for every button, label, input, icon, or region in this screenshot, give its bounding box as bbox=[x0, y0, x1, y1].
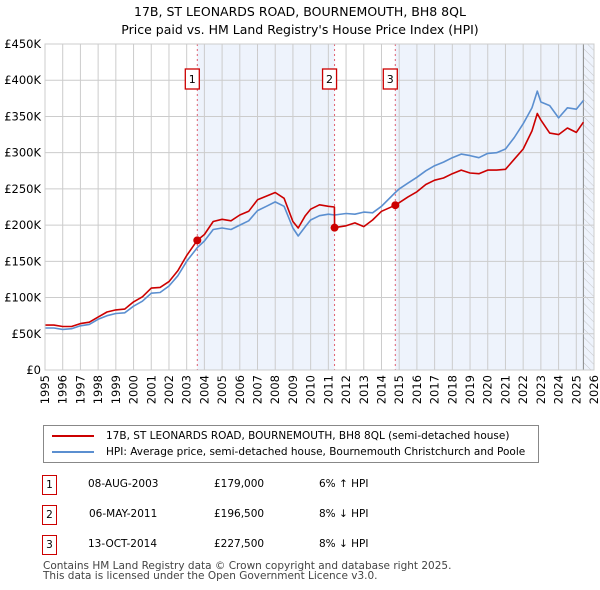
legend-item-property: 17B, ST LEONARDS ROAD, BOURNEMOUTH, BH8 … bbox=[52, 428, 509, 444]
legend-label-hpi: HPI: Average price, semi-detached house,… bbox=[106, 446, 526, 458]
sale-price: £179,000 bbox=[214, 478, 265, 490]
x-tick-label: 1995 bbox=[38, 375, 52, 404]
sale-hpi-diff: 8% ↓ HPI bbox=[319, 508, 369, 520]
sale-price: £227,500 bbox=[214, 538, 265, 550]
x-tick-label: 2004 bbox=[197, 375, 211, 404]
y-tick-label: £300K bbox=[4, 146, 41, 160]
sale-price: £196,500 bbox=[214, 508, 265, 520]
x-tick-label: 1998 bbox=[91, 375, 105, 404]
x-tick-label: 2010 bbox=[304, 375, 318, 404]
sale-label-box bbox=[382, 68, 398, 90]
footer: Contains HM Land Registry data © Crown c… bbox=[43, 560, 452, 582]
sale-point bbox=[193, 236, 202, 245]
sale-marker-box: 1 bbox=[42, 475, 57, 495]
shaded-period bbox=[395, 44, 594, 370]
sale-marker-box: 3 bbox=[42, 535, 57, 555]
x-tick-label: 2016 bbox=[410, 375, 424, 404]
x-tick-label: 2005 bbox=[215, 375, 229, 404]
x-tick-label: 2007 bbox=[251, 375, 265, 404]
chart-subtitle: Price paid vs. HM Land Registry's House … bbox=[121, 22, 479, 37]
y-tick-label: £400K bbox=[4, 73, 41, 87]
x-tick-label: 2023 bbox=[534, 375, 548, 404]
sale-hpi-diff: 8% ↓ HPI bbox=[319, 538, 369, 550]
footer-licence: This data is licensed under the Open Gov… bbox=[43, 570, 378, 582]
y-tick-label: £350K bbox=[4, 109, 41, 123]
hpi-line bbox=[45, 90, 585, 331]
sale-label: 3 bbox=[387, 73, 394, 86]
x-tick-label: 2008 bbox=[268, 375, 282, 404]
x-tick-label: 1999 bbox=[109, 375, 123, 404]
x-tick-label: 1996 bbox=[56, 375, 70, 404]
x-tick-label: 2009 bbox=[286, 375, 300, 404]
x-tick-label: 2022 bbox=[516, 375, 530, 404]
x-tick-label: 2011 bbox=[321, 375, 335, 404]
sale-point bbox=[391, 201, 400, 210]
x-tick-label: 2026 bbox=[587, 375, 600, 404]
sale-date: 13-OCT-2014 bbox=[88, 538, 157, 550]
x-tick-label: 2012 bbox=[339, 375, 353, 404]
sale-date: 08-AUG-2003 bbox=[88, 478, 159, 490]
y-tick-label: £100K bbox=[4, 291, 41, 305]
x-tick-label: 2019 bbox=[463, 375, 477, 404]
x-tick-label: 2013 bbox=[357, 375, 371, 404]
x-tick-label: 2020 bbox=[481, 375, 495, 404]
legend: 17B, ST LEONARDS ROAD, BOURNEMOUTH, BH8 … bbox=[43, 425, 539, 463]
sale-hpi-diff: 6% ↑ HPI bbox=[319, 478, 369, 490]
x-tick-label: 2018 bbox=[445, 375, 459, 404]
x-tick-label: 2014 bbox=[374, 375, 388, 404]
x-tick-label: 2025 bbox=[569, 375, 583, 404]
property-price-line bbox=[45, 112, 585, 328]
sale-marker-box: 2 bbox=[42, 505, 57, 525]
plot-frame bbox=[44, 43, 595, 371]
sale-label: 2 bbox=[326, 73, 333, 86]
legend-swatch-hpi bbox=[52, 451, 94, 453]
chart-title: 17B, ST LEONARDS ROAD, BOURNEMOUTH, BH8 … bbox=[134, 4, 466, 19]
legend-swatch-property bbox=[52, 435, 94, 437]
y-tick-label: £200K bbox=[4, 218, 41, 232]
y-tick-label: £0 bbox=[26, 363, 41, 377]
x-tick-label: 2002 bbox=[162, 375, 176, 404]
sale-label: 1 bbox=[189, 73, 196, 86]
x-tick-label: 2015 bbox=[392, 375, 406, 404]
footer-copyright: Contains HM Land Registry data © Crown c… bbox=[43, 560, 452, 572]
legend-label-property: 17B, ST LEONARDS ROAD, BOURNEMOUTH, BH8 … bbox=[106, 430, 510, 442]
legend-item-hpi: HPI: Average price, semi-detached house,… bbox=[52, 444, 525, 460]
x-tick-label: 2001 bbox=[144, 375, 158, 404]
sale-point bbox=[330, 223, 339, 232]
y-tick-label: £450K bbox=[4, 37, 41, 51]
sale-label-box bbox=[321, 68, 338, 90]
y-tick-label: £250K bbox=[4, 182, 41, 196]
x-tick-label: 2024 bbox=[552, 375, 566, 404]
x-tick-label: 2003 bbox=[180, 375, 194, 404]
price-chart: 1 2 3 £0 £50K £100K £150K £200K £250K £300K £350K… bbox=[4, 37, 600, 404]
forecast-hatch bbox=[583, 44, 594, 370]
sale-label-box bbox=[184, 68, 200, 90]
x-tick-label: 2000 bbox=[127, 375, 141, 404]
y-tick-label: £50K bbox=[12, 327, 42, 341]
x-tick-label: 2017 bbox=[428, 375, 442, 404]
x-tick-label: 2021 bbox=[498, 375, 512, 404]
y-tick-label: £150K bbox=[4, 254, 41, 268]
sale-date: 06-MAY-2011 bbox=[89, 508, 158, 520]
x-tick-label: 2006 bbox=[233, 375, 247, 404]
x-tick-label: 1997 bbox=[73, 375, 87, 404]
